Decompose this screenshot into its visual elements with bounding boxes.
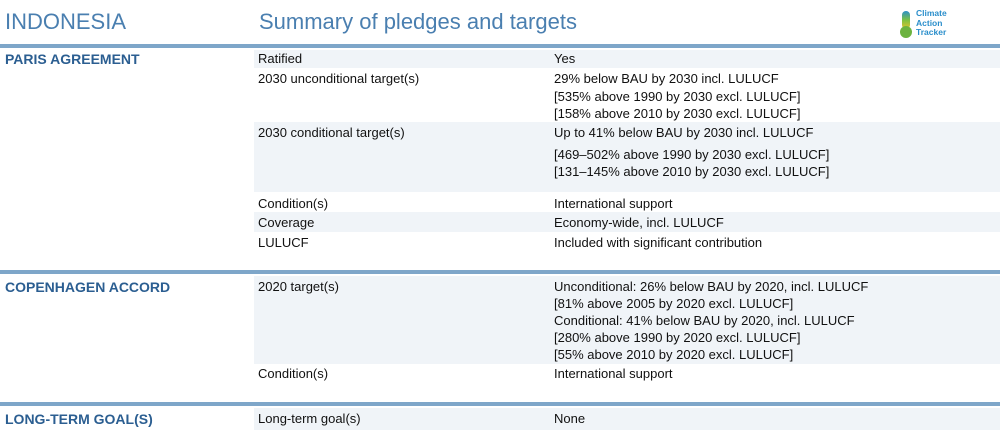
copenhagen-target-label: 2020 target(s)	[258, 279, 339, 294]
uncond-target-value: [158% above 2010 by 2030 excl. LULUCF]	[554, 106, 801, 121]
copenhagen-condition-value: International support	[554, 366, 673, 381]
condition-value: International support	[554, 196, 673, 211]
cond-target-value: [131–145% above 2010 by 2030 excl. LULUC…	[554, 164, 830, 179]
cond-target-value: [469–502% above 1990 by 2030 excl. LULUC…	[554, 147, 830, 162]
uncond-target-value: [535% above 1990 by 2030 excl. LULUCF]	[554, 89, 801, 104]
copenhagen-target-value: Unconditional: 26% below BAU by 2020, in…	[554, 279, 869, 294]
logo-line: Climate	[916, 8, 947, 18]
row-band	[254, 212, 1000, 232]
thermometer-icon	[902, 11, 910, 29]
page-subtitle: Summary of pledges and targets	[259, 9, 577, 34]
row-band	[254, 122, 1000, 192]
thermometer-bulb-icon	[900, 26, 912, 38]
section-divider	[0, 402, 1000, 406]
cond-target-label: 2030 conditional target(s)	[258, 125, 405, 140]
row-band	[254, 408, 1000, 430]
section-title-longterm: LONG-TERM GOAL(S)	[5, 411, 153, 427]
copenhagen-condition-label: Condition(s)	[258, 366, 329, 381]
coverage-value: Economy-wide, incl. LULUCF	[554, 215, 724, 230]
page-header: INDONESIA Summary of pledges and targets…	[0, 0, 1000, 44]
row-band	[254, 50, 1000, 68]
logo-line: Action	[916, 17, 943, 28]
climate-action-tracker-logo: Climate Action Tracker	[900, 8, 960, 39]
uncond-target-value: 29% below BAU by 2030 incl. LULUCF	[554, 71, 779, 86]
copenhagen-target-value: [81% above 2005 by 2020 excl. LULUCF]	[554, 296, 794, 311]
cond-target-value: Up to 41% below BAU by 2030 incl. LULUCF	[554, 125, 814, 140]
uncond-target-label: 2030 unconditional target(s)	[258, 71, 420, 86]
row-band	[254, 276, 1000, 364]
ratified-label: Ratified	[258, 51, 303, 66]
condition-label: Condition(s)	[258, 196, 329, 211]
coverage-label: Coverage	[258, 215, 315, 230]
lulucf-label: LULUCF	[258, 235, 309, 250]
logo-line: Tracker	[916, 27, 947, 37]
ratified-value: Yes	[554, 51, 576, 66]
copenhagen-target-value: Conditional: 41% below BAU by 2020, incl…	[554, 313, 855, 328]
section-divider	[0, 44, 1000, 48]
section-divider	[0, 270, 1000, 274]
section-title-copenhagen: COPENHAGEN ACCORD	[5, 279, 171, 295]
section-title-paris: PARIS AGREEMENT	[5, 51, 140, 67]
longterm-goal-value: None	[554, 411, 586, 426]
country-title: INDONESIA	[5, 9, 127, 34]
lulucf-value: Included with significant contribution	[554, 235, 763, 250]
logo-text: Climate Action Tracker	[916, 8, 947, 38]
copenhagen-target-value: [280% above 1990 by 2020 excl. LULUCF]	[554, 330, 801, 345]
longterm-goal-label: Long-term goal(s)	[258, 411, 361, 426]
copenhagen-target-value: [55% above 2010 by 2020 excl. LULUCF]	[554, 347, 794, 362]
